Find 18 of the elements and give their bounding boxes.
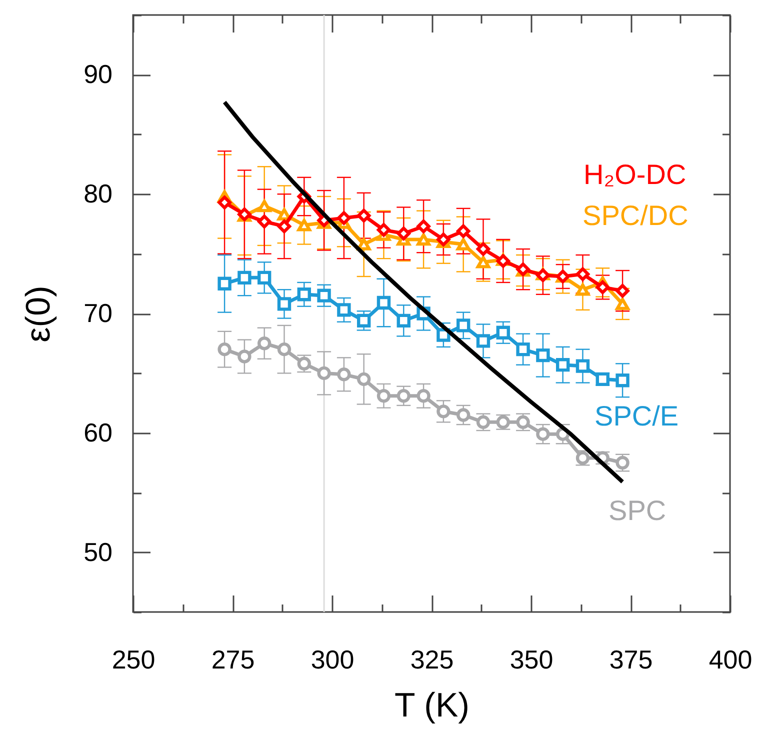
y-tick-label: 70 — [84, 298, 112, 328]
x-tick-label: 325 — [410, 644, 454, 674]
series-label: SPC/E — [594, 400, 679, 432]
y-tick-label: 80 — [84, 178, 112, 209]
y-tick-label: 60 — [84, 417, 112, 448]
text: H₂O-DC — [584, 158, 686, 190]
x-tick-label: 400 — [708, 644, 752, 674]
y-axis-title: ε(0) — [20, 286, 58, 342]
x-tick-label: 375 — [609, 644, 653, 674]
x-tick-label: 350 — [510, 644, 554, 674]
series-label: SPC/DC — [582, 200, 688, 231]
x-tick-label: 275 — [211, 644, 255, 674]
y-tick-label: 90 — [84, 59, 112, 90]
x-tick-label: 250 — [112, 644, 156, 674]
series-label: SPC — [608, 494, 666, 526]
y-tick-label: 50 — [84, 536, 112, 567]
x-axis-title: T (K) — [394, 686, 470, 724]
x-tick-label: 300 — [310, 644, 354, 674]
